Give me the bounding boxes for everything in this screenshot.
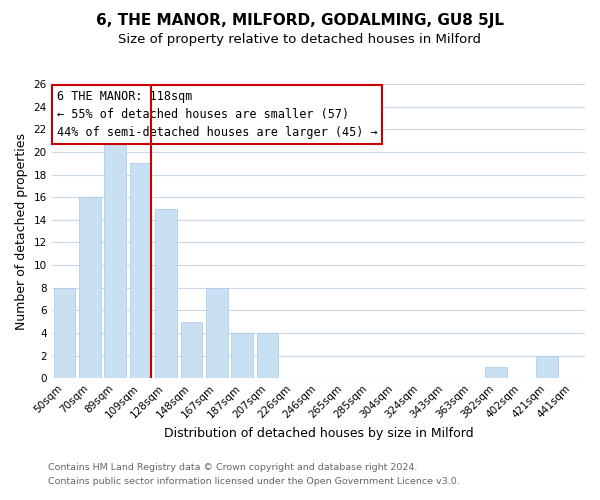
Bar <box>485 367 507 378</box>
Bar <box>232 333 253 378</box>
Bar <box>257 333 278 378</box>
Text: Contains HM Land Registry data © Crown copyright and database right 2024.: Contains HM Land Registry data © Crown c… <box>48 464 418 472</box>
Text: 6, THE MANOR, MILFORD, GODALMING, GU8 5JL: 6, THE MANOR, MILFORD, GODALMING, GU8 5J… <box>96 12 504 28</box>
Bar <box>206 288 227 378</box>
X-axis label: Distribution of detached houses by size in Milford: Distribution of detached houses by size … <box>164 427 473 440</box>
Text: Contains public sector information licensed under the Open Government Licence v3: Contains public sector information licen… <box>48 477 460 486</box>
Bar <box>104 130 126 378</box>
Bar <box>79 197 101 378</box>
Y-axis label: Number of detached properties: Number of detached properties <box>15 132 28 330</box>
Bar <box>53 288 75 378</box>
Text: Size of property relative to detached houses in Milford: Size of property relative to detached ho… <box>119 32 482 46</box>
Bar <box>536 356 557 378</box>
Bar <box>130 163 151 378</box>
Bar <box>181 322 202 378</box>
Text: 6 THE MANOR: 118sqm
← 55% of detached houses are smaller (57)
44% of semi-detach: 6 THE MANOR: 118sqm ← 55% of detached ho… <box>57 90 377 139</box>
Bar <box>155 208 177 378</box>
